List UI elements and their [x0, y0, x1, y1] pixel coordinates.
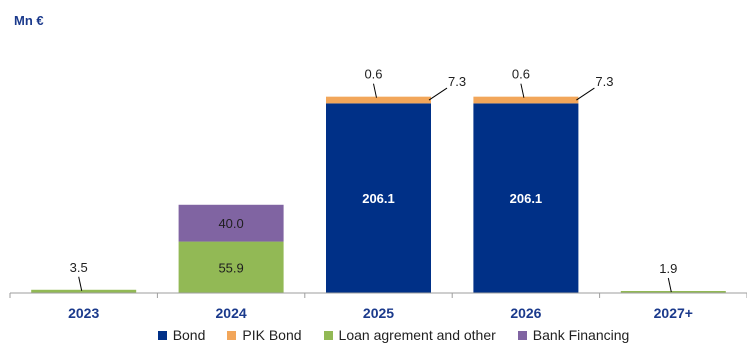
x-axis [9, 292, 747, 298]
data-label-2027--loan-agrement-and-other-leader [667, 277, 672, 293]
category-label-2023: 2023 [68, 305, 99, 321]
bars-group: 55.9 40.0 206.1 206.1 [31, 96, 726, 293]
legend-label: Bond [172, 327, 206, 343]
data-label-2024-loan-agrement-and-other: 55.9 [218, 260, 243, 275]
legend-item-pik-bond: PIK Bond [227, 325, 302, 345]
bar-bond-2026 [473, 103, 579, 293]
data-label-2027--loan-agrement-and-other: 1.9 [659, 261, 677, 276]
data-label-2025-pik-bond: 0.6 [364, 67, 382, 82]
data-label-2025-pik-bond-leader [428, 87, 448, 101]
data-label-2025-bond: 206.1 [362, 191, 395, 206]
bar-pik-bond-2025 [326, 96, 431, 104]
legend-swatch-bond [157, 330, 167, 340]
legend-item-bank-financing: Bank Financing [517, 325, 630, 345]
legend-label: Loan agrement and other [338, 327, 496, 343]
data-label-2026-bond: 206.1 [510, 191, 543, 206]
bar-loan-agrement-and-other-2023 [31, 289, 137, 293]
bar-bond-2025 [326, 103, 431, 293]
data-label-2026-pik-bond-leader [520, 83, 525, 98]
data-label-2026-pik-bond: 0.6 [512, 67, 530, 82]
bar-loan-agrement-and-other-2024 [178, 241, 284, 293]
legend-item-bond: Bond [157, 325, 206, 345]
unit-label: Mn € [14, 13, 44, 28]
legend: Bond PIK Bond Loan agrement and other Bank … [0, 325, 747, 345]
data-label-2023-loan-agrement-and-other: 3.5 [70, 260, 88, 275]
legend-swatch-pik-bond [227, 330, 237, 340]
data-label-2025-pik-bond-leader [373, 83, 377, 98]
bar-loan-agrement-and-other-2027- [620, 291, 726, 293]
data-label-2023-loan-agrement-and-other-leader [78, 276, 83, 291]
data-label-2024-bank-financing: 40.0 [218, 216, 243, 231]
bar-pik-bond-2026 [473, 96, 579, 104]
data-label-2026-pik-bond: 7.3 [595, 74, 613, 89]
data-label-2025-pik-bond: 7.3 [448, 74, 466, 89]
category-label-2027-: 2027+ [654, 305, 693, 321]
category-label-2025: 2025 [363, 305, 394, 321]
category-labels: 2023 2024 2025 2026 2027+ [68, 305, 693, 321]
legend-swatch-bank-financing [517, 330, 527, 340]
legend-swatch-loan-agrement-and-other [323, 330, 333, 340]
legend-label: Bank Financing [532, 327, 630, 343]
category-label-2026: 2026 [510, 305, 541, 321]
legend-item-loan-agrement-and-other: Loan agrement and other [323, 325, 496, 345]
bar-bank-financing-2024 [178, 204, 284, 242]
category-label-2024: 2024 [216, 305, 247, 321]
data-label-2026-pik-bond-leader [576, 87, 595, 101]
legend-label: PIK Bond [242, 327, 302, 343]
callouts-group: 3.5 0.6 7.3 0.6 7.3 1.9 [70, 67, 677, 293]
